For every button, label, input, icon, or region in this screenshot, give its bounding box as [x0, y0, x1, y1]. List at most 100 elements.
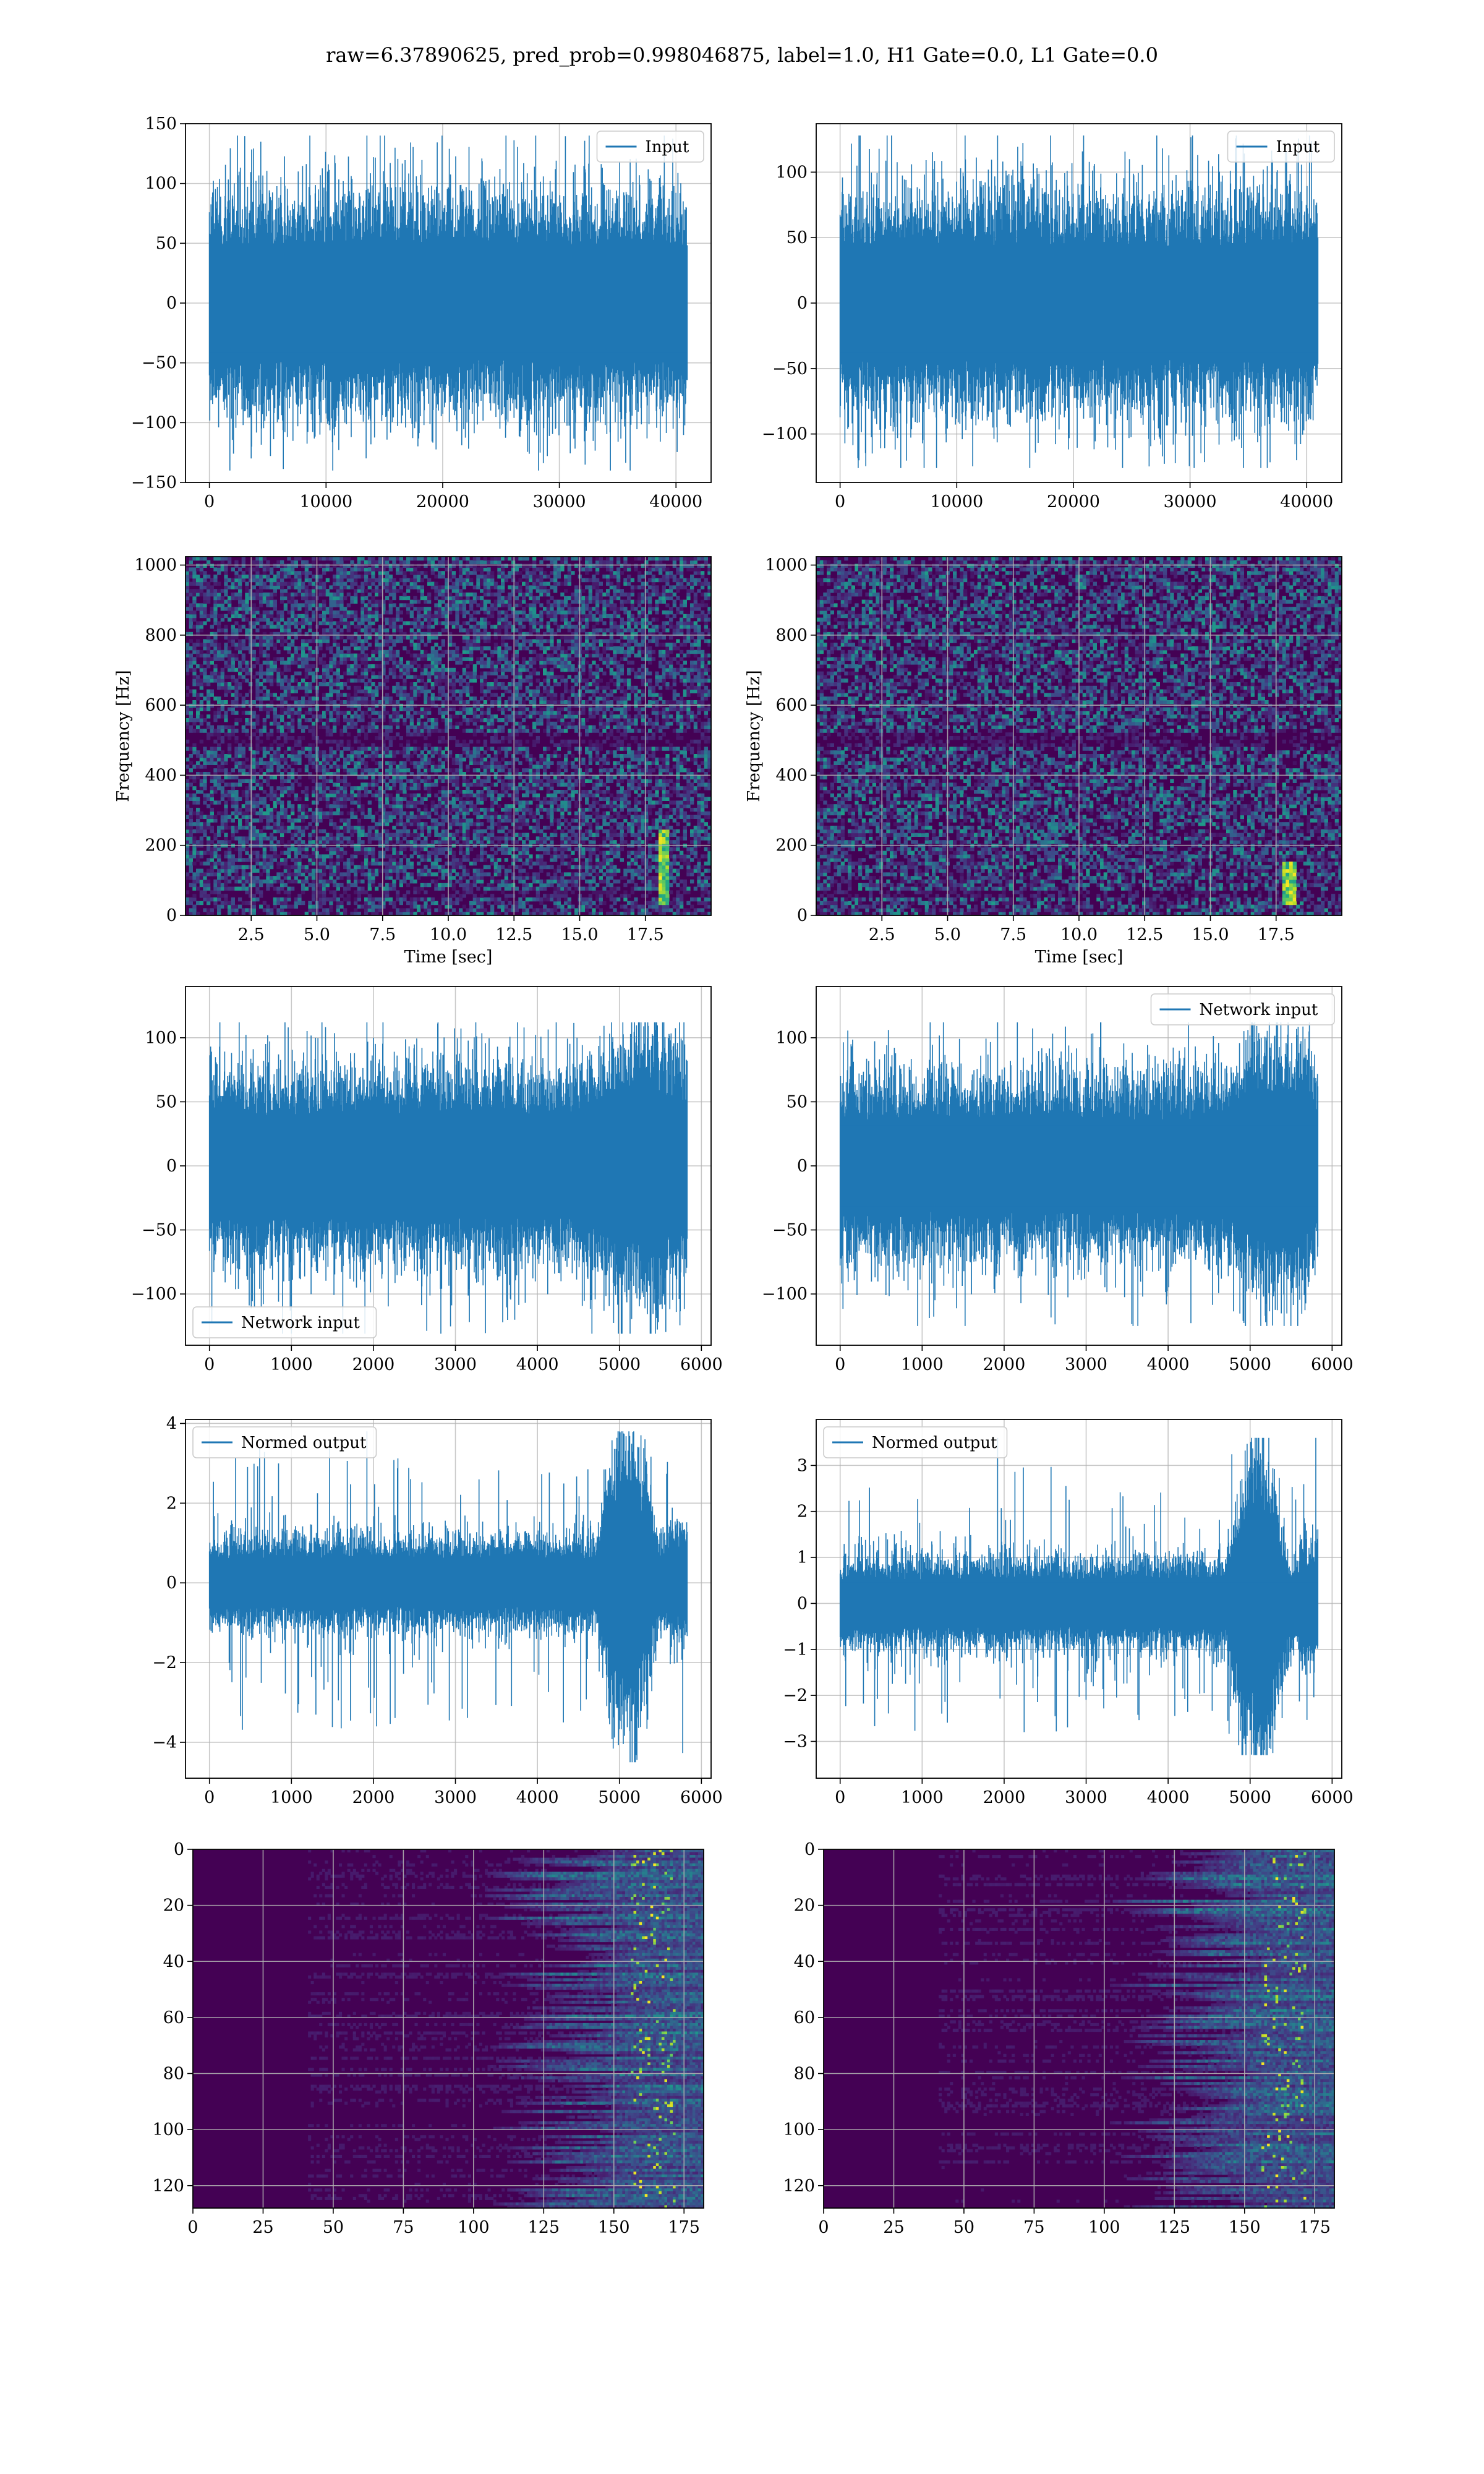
heatmap-cell [631, 890, 634, 894]
heatmap-cell [424, 908, 427, 912]
heatmap-cell [224, 822, 228, 826]
heatmap-cell [322, 854, 326, 858]
heatmap-cell [371, 818, 375, 822]
heatmap-cell [452, 804, 456, 808]
heatmap-cell [203, 897, 207, 901]
heatmap-cell [511, 829, 515, 833]
heatmap-cell [610, 890, 613, 894]
heatmap-cell [410, 901, 414, 905]
heatmap-cell [217, 908, 221, 912]
heatmap-cell [234, 790, 238, 794]
heatmap-cell [627, 880, 631, 883]
heatmap-cell [553, 851, 557, 855]
legend-input-l1: Input [1228, 131, 1335, 162]
heatmap-cell [547, 826, 550, 829]
heatmap-cell [659, 782, 662, 786]
heatmap-cell [192, 851, 196, 855]
heatmap-cell [494, 880, 498, 883]
heatmap-cell [291, 782, 294, 786]
heatmap-cell [343, 908, 347, 912]
heatmap-cell [276, 811, 280, 815]
heatmap-cell [652, 818, 655, 822]
heatmap-cell [266, 815, 270, 819]
heatmap-cell [284, 851, 288, 855]
heatmap-cell [669, 883, 673, 887]
heatmap-cell [339, 836, 343, 840]
heatmap-cell [547, 883, 550, 887]
heatmap-cell [389, 862, 393, 865]
heatmap-cell [652, 794, 655, 797]
heatmap-cell [392, 800, 396, 804]
heatmap-cell [242, 901, 245, 905]
heatmap-cell [515, 833, 519, 837]
heatmap-cell [371, 786, 375, 790]
heatmap-cell [389, 872, 393, 876]
heatmap-cell [557, 790, 561, 794]
heatmap-cell [210, 790, 214, 794]
heatmap-cell [207, 836, 210, 840]
heatmap-cell [231, 794, 235, 797]
heatmap-cell [371, 826, 375, 829]
heatmap-cell [234, 880, 238, 883]
heatmap-cell [276, 826, 280, 829]
heatmap-cell [301, 829, 305, 833]
heatmap-cell [697, 883, 701, 887]
heatmap-cell [318, 811, 322, 815]
heatmap-cell [343, 862, 347, 865]
heatmap-cell [476, 901, 480, 905]
heatmap-cell [616, 826, 620, 829]
heatmap-cell [413, 887, 417, 891]
heatmap-cell [480, 782, 484, 786]
heatmap-cell [560, 847, 564, 851]
heatmap-cell [501, 826, 505, 829]
heatmap-cell [508, 880, 511, 883]
heatmap-cell [242, 815, 245, 819]
heatmap-cell [200, 790, 203, 794]
heatmap-cell [417, 782, 420, 786]
heatmap-cell [522, 862, 526, 865]
heatmap-cell [613, 880, 616, 883]
heatmap-cell [200, 894, 203, 897]
heatmap-cell [255, 887, 259, 891]
heatmap-cell [602, 872, 606, 876]
heatmap-cell [427, 833, 431, 837]
heatmap-cell [459, 818, 463, 822]
heatmap-cell [455, 782, 459, 786]
heatmap-cell [238, 779, 242, 783]
heatmap-cell [371, 779, 375, 783]
heatmap-cell [473, 880, 477, 883]
heatmap-cell [606, 797, 610, 801]
heatmap-cell [417, 905, 420, 909]
heatmap-cell [238, 880, 242, 883]
heatmap-cell [610, 833, 613, 837]
heatmap-cell [284, 829, 288, 833]
heatmap-cell [291, 880, 294, 883]
heatmap-cell [532, 786, 536, 790]
heatmap-cell [665, 822, 669, 826]
heatmap-cell [686, 797, 690, 801]
heatmap-cell [266, 905, 270, 909]
heatmap-cell [697, 808, 701, 811]
heatmap-cell [680, 815, 683, 819]
heatmap-cell [196, 840, 200, 844]
heatmap-cell [284, 890, 288, 894]
heatmap-cell [410, 815, 414, 819]
heatmap-cell [623, 815, 627, 819]
heatmap-cell [231, 790, 235, 794]
heatmap-cell [680, 865, 683, 869]
heatmap-cell [273, 858, 277, 862]
heatmap-cell [466, 808, 469, 811]
heatmap-cell [252, 818, 256, 822]
heatmap-cell [417, 826, 420, 829]
x-tick-label: 40000 [649, 492, 702, 511]
heatmap-cell [389, 901, 393, 905]
heatmap-cell [336, 786, 340, 790]
heatmap-cell [508, 851, 511, 855]
heatmap-cell [210, 829, 214, 833]
heatmap-cell [270, 865, 273, 869]
heatmap-cell [203, 908, 207, 912]
heatmap-cell [297, 836, 301, 840]
heatmap-cell [543, 905, 547, 909]
heatmap-cell [701, 829, 704, 833]
heatmap-cell [568, 786, 571, 790]
